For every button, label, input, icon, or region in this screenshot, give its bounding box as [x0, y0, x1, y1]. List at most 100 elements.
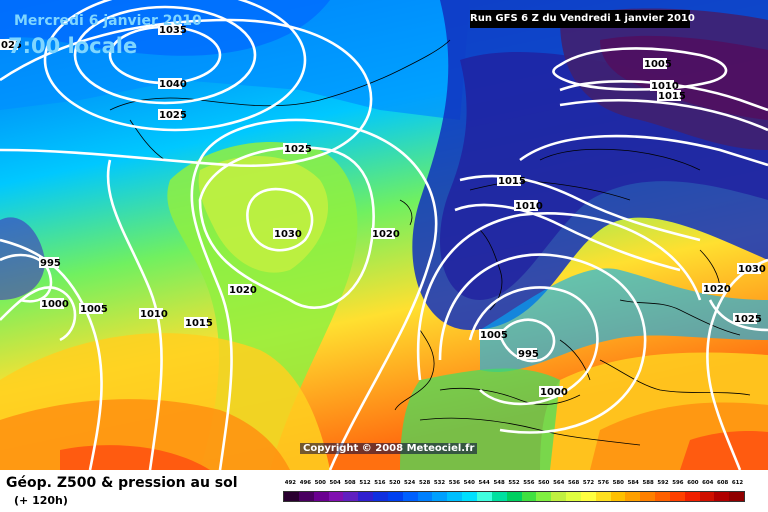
color-scale-swatch	[506, 492, 522, 501]
color-scale-value: 576	[597, 480, 610, 486]
color-scale-value: 612	[731, 480, 744, 486]
color-scale-value: 544	[478, 480, 490, 486]
color-scale-value: 512	[359, 480, 371, 486]
color-scale-swatch	[669, 492, 685, 501]
color-scale-swatch	[373, 492, 388, 501]
color-scale: 492 496 500 504 508 512 516 520 524 528 532 536 540 5…	[283, 480, 745, 504]
isobar-label: 1010	[515, 201, 543, 212]
color-scale-swatch	[328, 492, 344, 501]
isobar-label: 1010	[140, 309, 168, 320]
isobar-label: 1020	[229, 285, 257, 296]
color-scale-value: 496	[299, 480, 311, 486]
color-scale-value: 596	[672, 480, 684, 486]
color-scale-swatch	[358, 492, 374, 501]
color-scale-value: 608	[717, 480, 729, 486]
color-scale-swatch	[729, 492, 745, 501]
isobar-label: 1000	[41, 299, 69, 310]
isobar-label: 1020	[372, 229, 400, 240]
isobar-label: 1015	[498, 176, 526, 187]
color-scale-swatch	[343, 492, 359, 501]
color-scale-bar	[283, 491, 745, 502]
color-scale-swatch	[536, 492, 552, 501]
isobar-label: 1040	[159, 79, 187, 90]
isobar-label: 1025	[284, 144, 312, 155]
color-scale-value: 516	[374, 480, 386, 486]
color-scale-swatch	[655, 492, 670, 501]
color-scale-swatch	[476, 492, 492, 501]
isobar-label: 1030	[738, 264, 766, 275]
isobar-label: 1025	[734, 314, 762, 325]
color-scale-swatch	[491, 492, 507, 501]
isobar-label: 1025	[159, 110, 187, 121]
legend-title: Géop. Z500 & pression au sol	[6, 475, 238, 491]
color-scale-swatch	[387, 492, 403, 501]
color-scale-swatch	[447, 492, 463, 501]
color-scale-swatch	[462, 492, 477, 501]
color-scale-value: 584	[627, 480, 639, 486]
isobar-label: 995	[518, 349, 539, 360]
color-scale-value: 540	[463, 480, 475, 486]
geopotential-map: 1035 1040 1025 1025 1030 1020 1020 1015 …	[0, 0, 768, 470]
isobar-label: 1010	[651, 81, 679, 92]
color-scale-value: 580	[612, 480, 624, 486]
color-scale-swatch	[417, 492, 433, 501]
color-scale-value: 588	[642, 480, 654, 486]
color-scale-swatch	[610, 492, 626, 501]
color-scale-swatch	[640, 492, 656, 501]
color-scale-value: 520	[389, 480, 401, 486]
isobar-label: 025	[1, 40, 22, 51]
color-scale-swatch	[714, 492, 730, 501]
isobar-label: 1015	[185, 318, 213, 329]
color-scale-value: 568	[567, 480, 580, 486]
isobar-label: 1005	[480, 330, 508, 341]
color-scale-swatch	[521, 492, 537, 501]
isobar-label: 1035	[159, 25, 187, 36]
color-scale-value: 600	[687, 480, 699, 486]
color-scale-value: 604	[702, 480, 714, 486]
isobar-label: 1030	[274, 229, 302, 240]
color-scale-value: 500	[314, 480, 326, 486]
isobar-label: 1000	[540, 387, 568, 398]
isobar-label: 1015	[658, 91, 686, 102]
color-scale-swatch	[684, 492, 700, 501]
model-run-info: Run GFS 6 Z du Vendredi 1 janvier 2010	[470, 10, 695, 28]
color-scale-swatch	[284, 492, 299, 501]
color-scale-value: 536	[448, 480, 460, 486]
color-scale-value: 492	[284, 480, 297, 486]
color-scale-value: 552	[508, 480, 520, 486]
color-scale-swatch	[313, 492, 329, 501]
coastlines	[109, 39, 751, 446]
color-scale-swatch	[699, 492, 715, 501]
isobars	[0, 0, 768, 470]
color-scale-swatch	[551, 492, 567, 501]
isobar-label: 1005	[80, 304, 108, 315]
forecast-time-title: 7:00 locale	[8, 34, 138, 58]
color-scale-swatch	[402, 492, 418, 501]
color-scale-labels: 492 496 500 504 508 512 516 520 524 528 532 536 540 5…	[283, 480, 745, 489]
copyright-notice: Copyright © 2008 Meteociel.fr	[300, 443, 478, 454]
isobar-labels: 1035 1040 1025 1025 1030 1020 1020 1015 …	[0, 24, 766, 398]
color-scale-value: 508	[344, 480, 356, 486]
isobar-label: 1005	[644, 59, 672, 70]
color-scale-value: 560	[538, 480, 550, 486]
color-scale-value: 528	[418, 480, 431, 486]
color-scale-value: 532	[433, 480, 446, 486]
forecast-lead-time: (+ 120h)	[14, 494, 68, 507]
color-scale-value: 548	[493, 480, 505, 486]
isobar-label: 995	[40, 258, 61, 269]
color-scale-value: 564	[553, 480, 565, 486]
forecast-date-title: Mercredi 6 janvier 2010	[14, 13, 202, 29]
color-scale-value: 592	[657, 480, 669, 486]
color-scale-value: 524	[404, 480, 416, 486]
color-scale-swatch	[595, 492, 611, 501]
color-scale-swatch	[432, 492, 448, 501]
color-scale-value: 504	[329, 480, 341, 486]
color-scale-swatch	[566, 492, 581, 501]
isobar-label: 1020	[703, 284, 731, 295]
color-scale-value: 572	[582, 480, 595, 486]
color-scale-swatch	[298, 492, 314, 501]
color-scale-swatch	[625, 492, 641, 501]
color-scale-value: 556	[523, 480, 535, 486]
color-scale-swatch	[580, 492, 596, 501]
